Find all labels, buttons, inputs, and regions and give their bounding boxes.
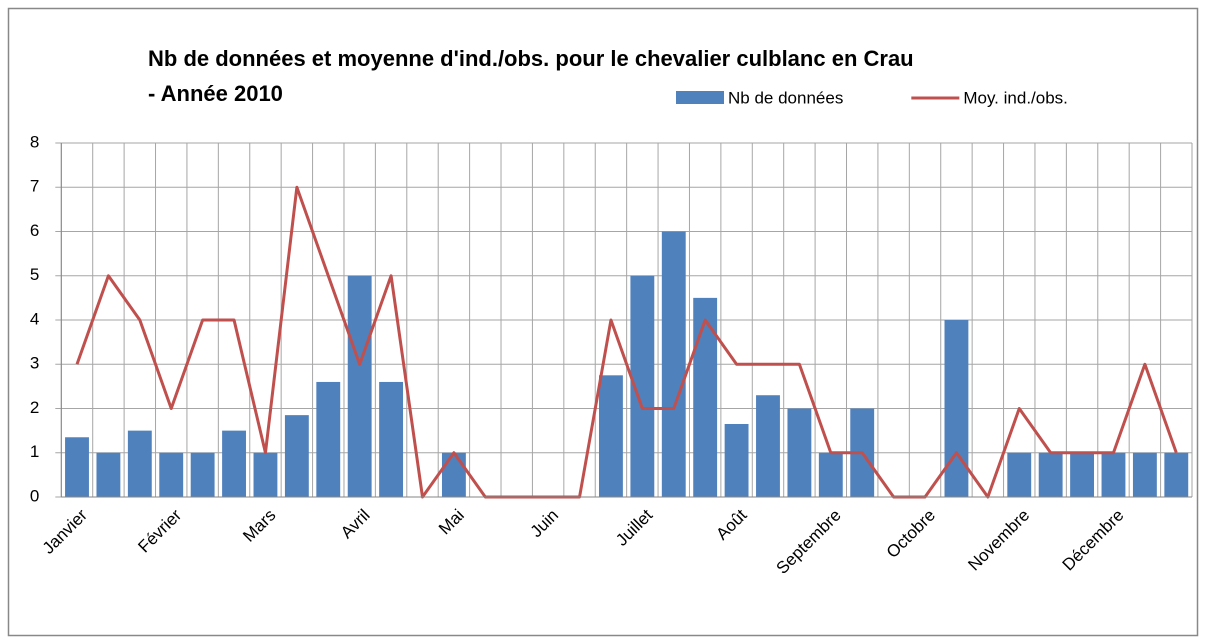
y-tick-label: 8 — [30, 132, 39, 151]
bar — [599, 375, 623, 497]
bar — [661, 231, 686, 497]
y-tick-label: 0 — [30, 486, 39, 505]
bar — [1164, 452, 1189, 497]
bar — [284, 415, 309, 497]
bar — [630, 275, 655, 497]
legend-label: Nb de données — [728, 88, 843, 107]
bar — [1038, 452, 1063, 497]
chart-title: - Année 2010 — [148, 81, 283, 106]
bar — [724, 423, 749, 497]
bar — [96, 452, 121, 497]
bar — [693, 297, 718, 497]
legend-label: Moy. ind./obs. — [963, 88, 1068, 107]
bar — [347, 275, 372, 497]
bar — [1070, 452, 1095, 497]
bar — [1007, 452, 1032, 497]
line — [75, 185, 1178, 499]
y-tick-label: 1 — [30, 442, 39, 461]
bar — [253, 452, 278, 497]
bar — [944, 320, 969, 497]
bar — [756, 395, 780, 497]
bar — [127, 430, 152, 497]
bar — [441, 452, 466, 497]
legend-swatch — [676, 91, 724, 104]
bar — [190, 452, 215, 497]
y-tick-label: 3 — [30, 354, 39, 373]
bar — [379, 381, 404, 497]
bar — [787, 408, 812, 497]
bar — [1132, 452, 1157, 497]
y-tick-label: 2 — [30, 398, 39, 417]
chart-frame — [7, 7, 1199, 637]
y-tick-label: 7 — [30, 177, 39, 196]
y-tick-label: 4 — [30, 309, 39, 328]
bar — [818, 452, 843, 497]
y-tick-label: 6 — [30, 221, 39, 240]
y-tick-label: 5 — [30, 265, 39, 284]
chart-title: Nb de données et moyenne d'ind./obs. pou… — [148, 46, 914, 71]
bar — [65, 437, 89, 497]
bar — [1101, 452, 1126, 497]
bar — [159, 452, 184, 497]
bar — [316, 381, 341, 497]
bar — [222, 430, 246, 497]
